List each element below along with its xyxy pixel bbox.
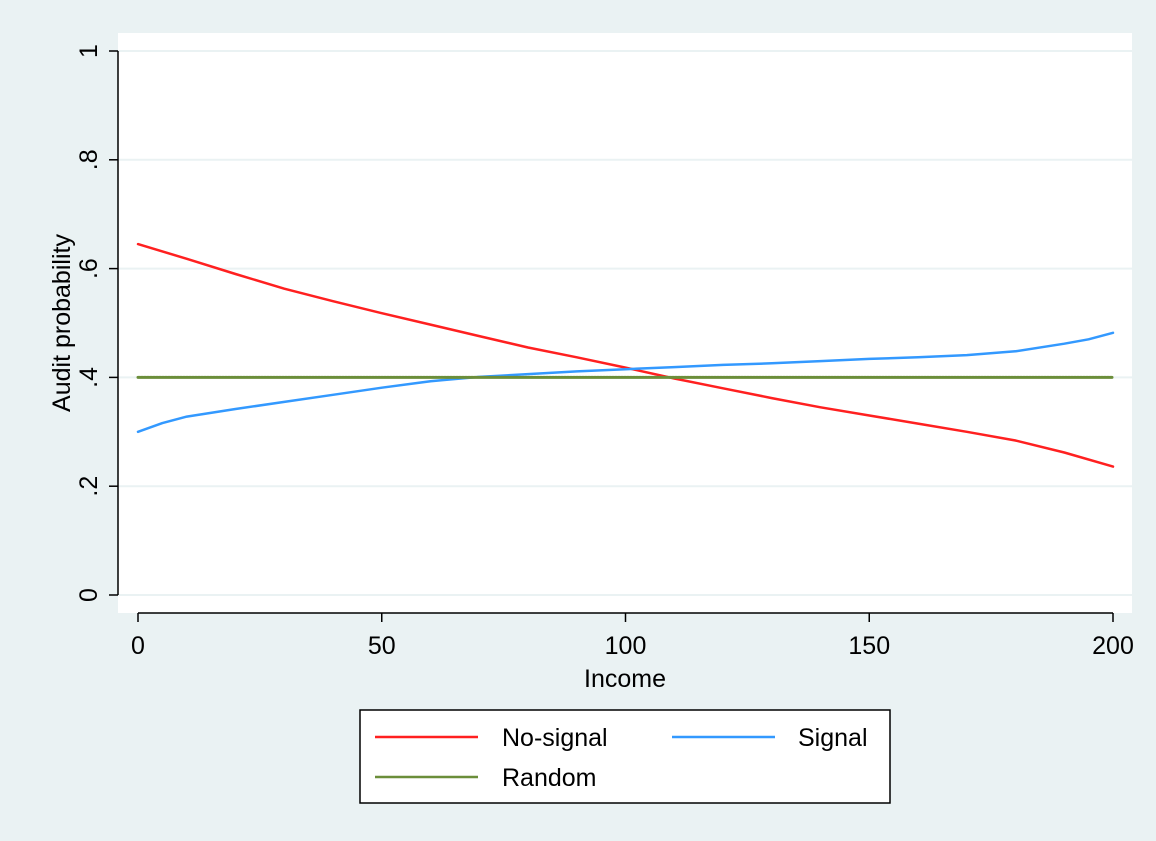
y-tick-label-4: .8 — [75, 149, 103, 170]
series-line-signal — [136, 331, 1115, 434]
x-axis-title: Income — [584, 665, 666, 693]
y-tick-label-2: .4 — [75, 367, 103, 388]
x-tick-label-3: 150 — [848, 632, 890, 660]
y-tick-label-3: .6 — [75, 258, 103, 279]
legend-label-random: Random — [502, 764, 597, 792]
x-tick-label-1: 50 — [368, 632, 396, 660]
plot-area — [118, 33, 1132, 613]
y-tick-label-0: 0 — [75, 588, 103, 602]
x-tick-label-0: 0 — [131, 632, 145, 660]
legend-label-no-signal: No-signal — [502, 724, 608, 752]
y-tick-label-5: 1 — [75, 44, 103, 58]
y-tick-label-1: .2 — [75, 476, 103, 497]
legend: No-signal Signal Random — [359, 709, 891, 804]
axes: 0 .2 .4 .6 .8 1 0 50 100 150 200 — [75, 44, 1134, 660]
x-tick-label-2: 100 — [605, 632, 647, 660]
legend-box — [359, 709, 891, 804]
legend-items: No-signal Signal Random — [375, 724, 868, 792]
legend-label-signal: Signal — [798, 724, 868, 752]
x-tick-label-4: 200 — [1092, 632, 1134, 660]
y-axis-title: Audit probability — [48, 234, 76, 412]
series-line-no-signal — [136, 242, 1115, 468]
series-lines — [136, 242, 1115, 468]
